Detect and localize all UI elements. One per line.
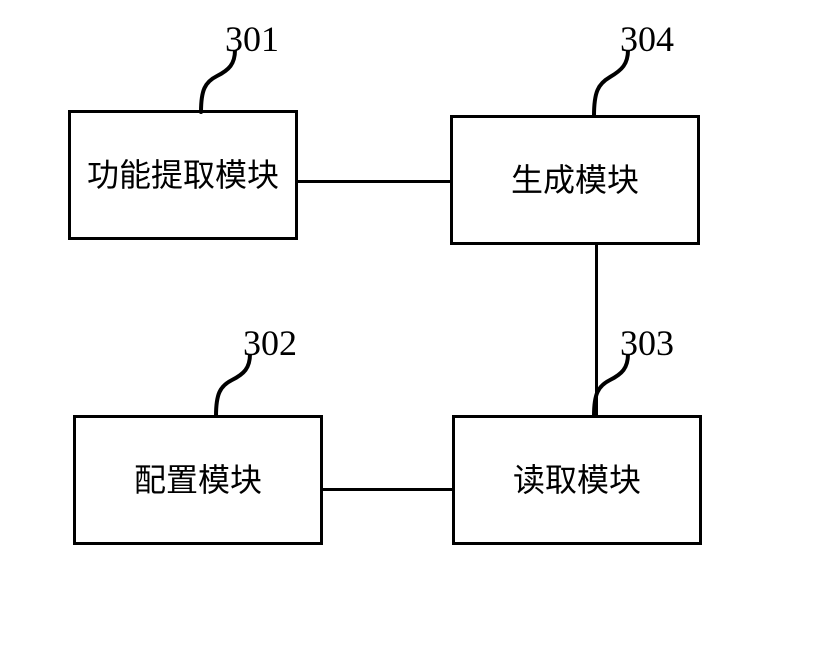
curve-icon	[588, 50, 636, 118]
node-configuration: 配置模块	[73, 415, 323, 545]
edge-301-304	[298, 180, 450, 183]
node-generation: 生成模块	[450, 115, 700, 245]
node-label: 生成模块	[507, 157, 643, 203]
curve-icon	[210, 354, 258, 418]
node-label: 读取模块	[509, 457, 645, 503]
node-label: 功能提取模块	[83, 152, 283, 198]
curve-icon	[195, 50, 243, 114]
edge-302-303	[323, 488, 452, 491]
node-feature-extraction: 功能提取模块	[68, 110, 298, 240]
edge-304-303	[595, 245, 598, 415]
block-diagram: 功能提取模块 301 生成模块 304 配置模块 302 读取模块 303	[0, 0, 814, 667]
node-reading: 读取模块	[452, 415, 702, 545]
node-label: 配置模块	[130, 457, 266, 503]
